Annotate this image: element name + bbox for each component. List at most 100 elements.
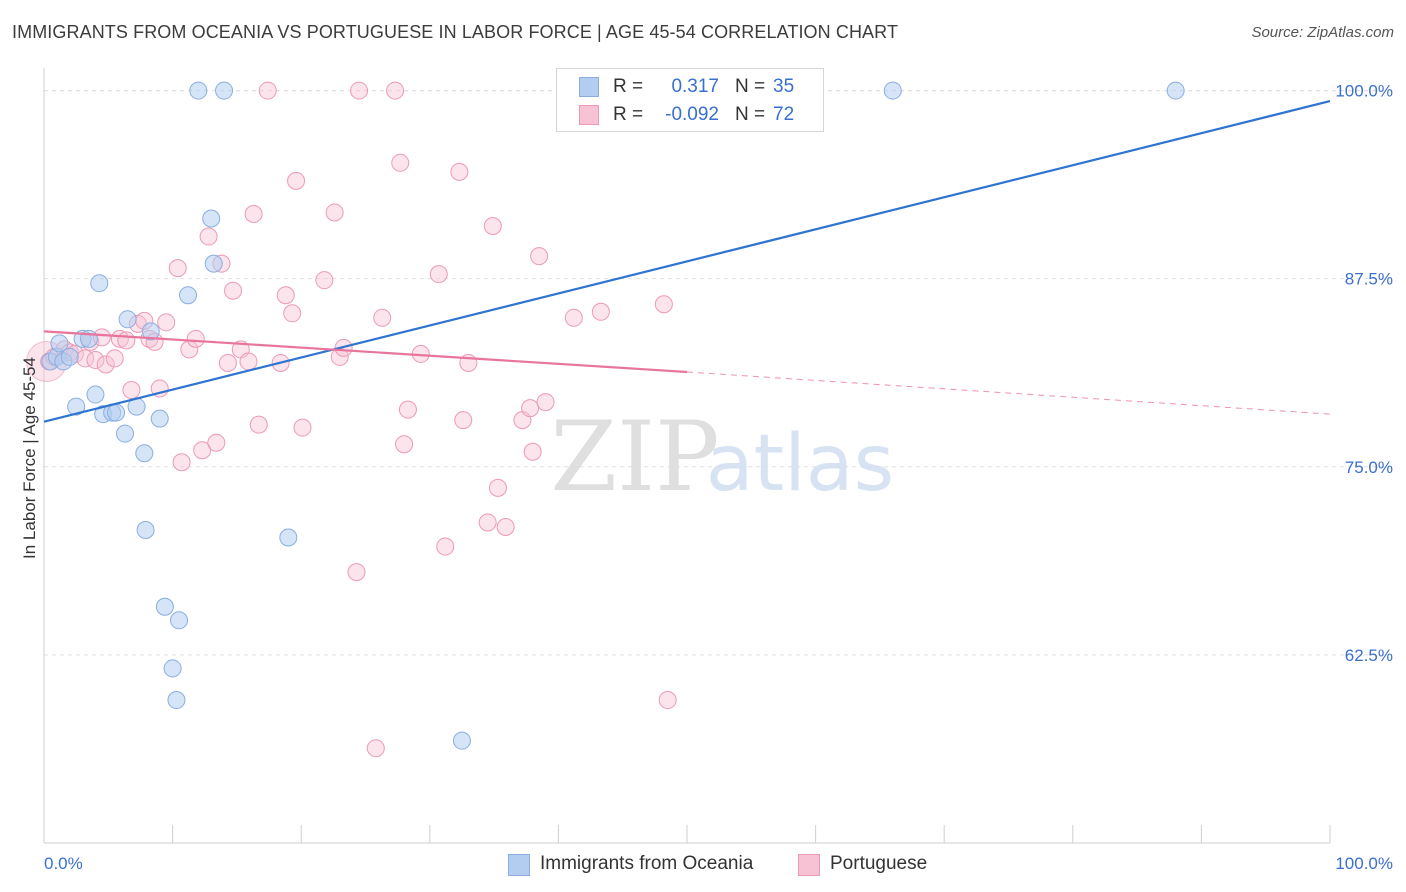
oceania-point — [202, 209, 221, 228]
portuguese-point — [454, 411, 473, 430]
gridlines — [44, 90, 1394, 656]
portuguese-point — [199, 227, 218, 246]
oceania-point — [167, 691, 186, 710]
oceania-point — [150, 409, 169, 428]
oceania-point — [189, 81, 208, 100]
oceania-point — [116, 424, 135, 443]
portuguese-point — [258, 81, 277, 100]
legend-n-value: 72 — [773, 104, 795, 125]
legend-n-label: N = — [735, 104, 766, 125]
axes — [43, 68, 1331, 844]
y-tick-label: 75.0% — [1345, 458, 1393, 477]
portuguese-point — [207, 433, 226, 452]
x-tick-labels: 0.0% 100.0% — [44, 854, 1393, 873]
series-legend: Immigrants from Oceania Portuguese — [0, 852, 1406, 878]
portuguese-point — [391, 153, 410, 172]
oceania-point — [90, 274, 109, 293]
portuguese-point — [366, 739, 385, 758]
oceania-point — [67, 397, 86, 416]
portuguese-point — [224, 281, 243, 300]
portuguese-trend-extension — [686, 371, 1331, 415]
oceania-point — [1166, 81, 1185, 100]
correlation-legend: R = 0.317 N = 35 R = -0.092 N = 72 — [556, 68, 824, 132]
legend-swatch-blue — [579, 77, 599, 97]
legend-swatch-oceania — [508, 854, 530, 876]
portuguese-point — [325, 203, 344, 222]
oceania-point — [170, 611, 189, 630]
oceania-point — [135, 444, 154, 463]
chart-title: IMMIGRANTS FROM OCEANIA VS PORTUGUESE IN… — [12, 22, 899, 42]
oceania-point — [155, 597, 174, 616]
y-tick-label: 87.5% — [1345, 270, 1393, 289]
oceania-point — [204, 254, 223, 273]
oceania-point — [163, 659, 182, 678]
legend-row-oceania: R = 0.317 N = 35 — [557, 73, 823, 101]
y-tick-labels: 62.5% 75.0% 87.5% 100.0% — [1335, 82, 1393, 665]
x-tick-label: 0.0% — [44, 854, 83, 873]
portuguese-point — [315, 271, 334, 290]
portuguese-point — [591, 302, 610, 321]
oceania-point — [179, 286, 198, 305]
legend-n-value: 35 — [773, 76, 795, 97]
y-axis-title: In Labor Force | Age 45-54 — [20, 357, 39, 559]
portuguese-point — [157, 313, 176, 332]
legend-r-label: R = — [613, 76, 644, 97]
legend-row-portuguese: R = -0.092 N = 72 — [557, 101, 823, 129]
oceania-point — [107, 403, 126, 422]
portuguese-point — [496, 517, 515, 536]
oceania-point — [279, 528, 298, 547]
portuguese-point — [478, 513, 497, 532]
y-tick-label: 62.5% — [1345, 646, 1393, 665]
portuguese-point — [249, 415, 268, 434]
portuguese-point — [239, 352, 258, 371]
portuguese-point — [347, 563, 366, 582]
oceania-point — [141, 322, 160, 341]
portuguese-point — [276, 286, 295, 305]
portuguese-point — [218, 353, 237, 372]
portuguese-point — [193, 441, 212, 460]
legend-n-label: N = — [735, 76, 766, 97]
watermark: ZIP atlas — [550, 401, 894, 513]
legend-swatch-pink — [579, 105, 599, 125]
portuguese-point — [488, 478, 507, 497]
portuguese-point — [350, 81, 369, 100]
portuguese-point — [244, 204, 263, 223]
portuguese-point — [521, 399, 540, 418]
y-tick-label: 100.0% — [1335, 82, 1393, 101]
portuguese-trend-line — [43, 330, 688, 374]
oceania-point — [215, 81, 234, 100]
watermark-zip: ZIP — [550, 401, 719, 513]
legend-r-value: 0.317 — [671, 76, 719, 97]
portuguese-point — [283, 304, 302, 323]
portuguese-point — [186, 329, 205, 348]
trend-lines — [43, 100, 1331, 423]
portuguese-point — [168, 259, 187, 278]
portuguese-point — [536, 393, 555, 412]
oceania-point — [136, 520, 155, 539]
oceania-point — [86, 385, 105, 404]
legend-r-label: R = — [613, 104, 644, 125]
oceania-point — [452, 731, 471, 750]
legend-label-portuguese: Portuguese — [830, 853, 928, 874]
portuguese-point — [117, 331, 136, 350]
portuguese-point — [450, 162, 469, 181]
portuguese-point — [96, 355, 115, 374]
watermark-atlas: atlas — [706, 419, 895, 509]
portuguese-point — [122, 381, 141, 400]
legend-swatch-portuguese — [798, 854, 820, 876]
portuguese-point — [110, 329, 129, 348]
portuguese-point — [564, 308, 583, 327]
portuguese-point — [386, 81, 405, 100]
portuguese-point — [287, 171, 306, 190]
oceania-point — [883, 81, 902, 100]
portuguese-point — [530, 247, 549, 266]
oceania-point — [50, 334, 69, 353]
portuguese-point — [658, 691, 677, 710]
x-tick-label: 100.0% — [1335, 854, 1393, 873]
portuguese-point — [172, 453, 191, 472]
legend-label-oceania: Immigrants from Oceania — [540, 853, 754, 874]
oceania-point — [118, 310, 137, 329]
source-label: Source: ZipAtlas.com — [1251, 24, 1394, 41]
legend-r-value: -0.092 — [665, 104, 719, 125]
